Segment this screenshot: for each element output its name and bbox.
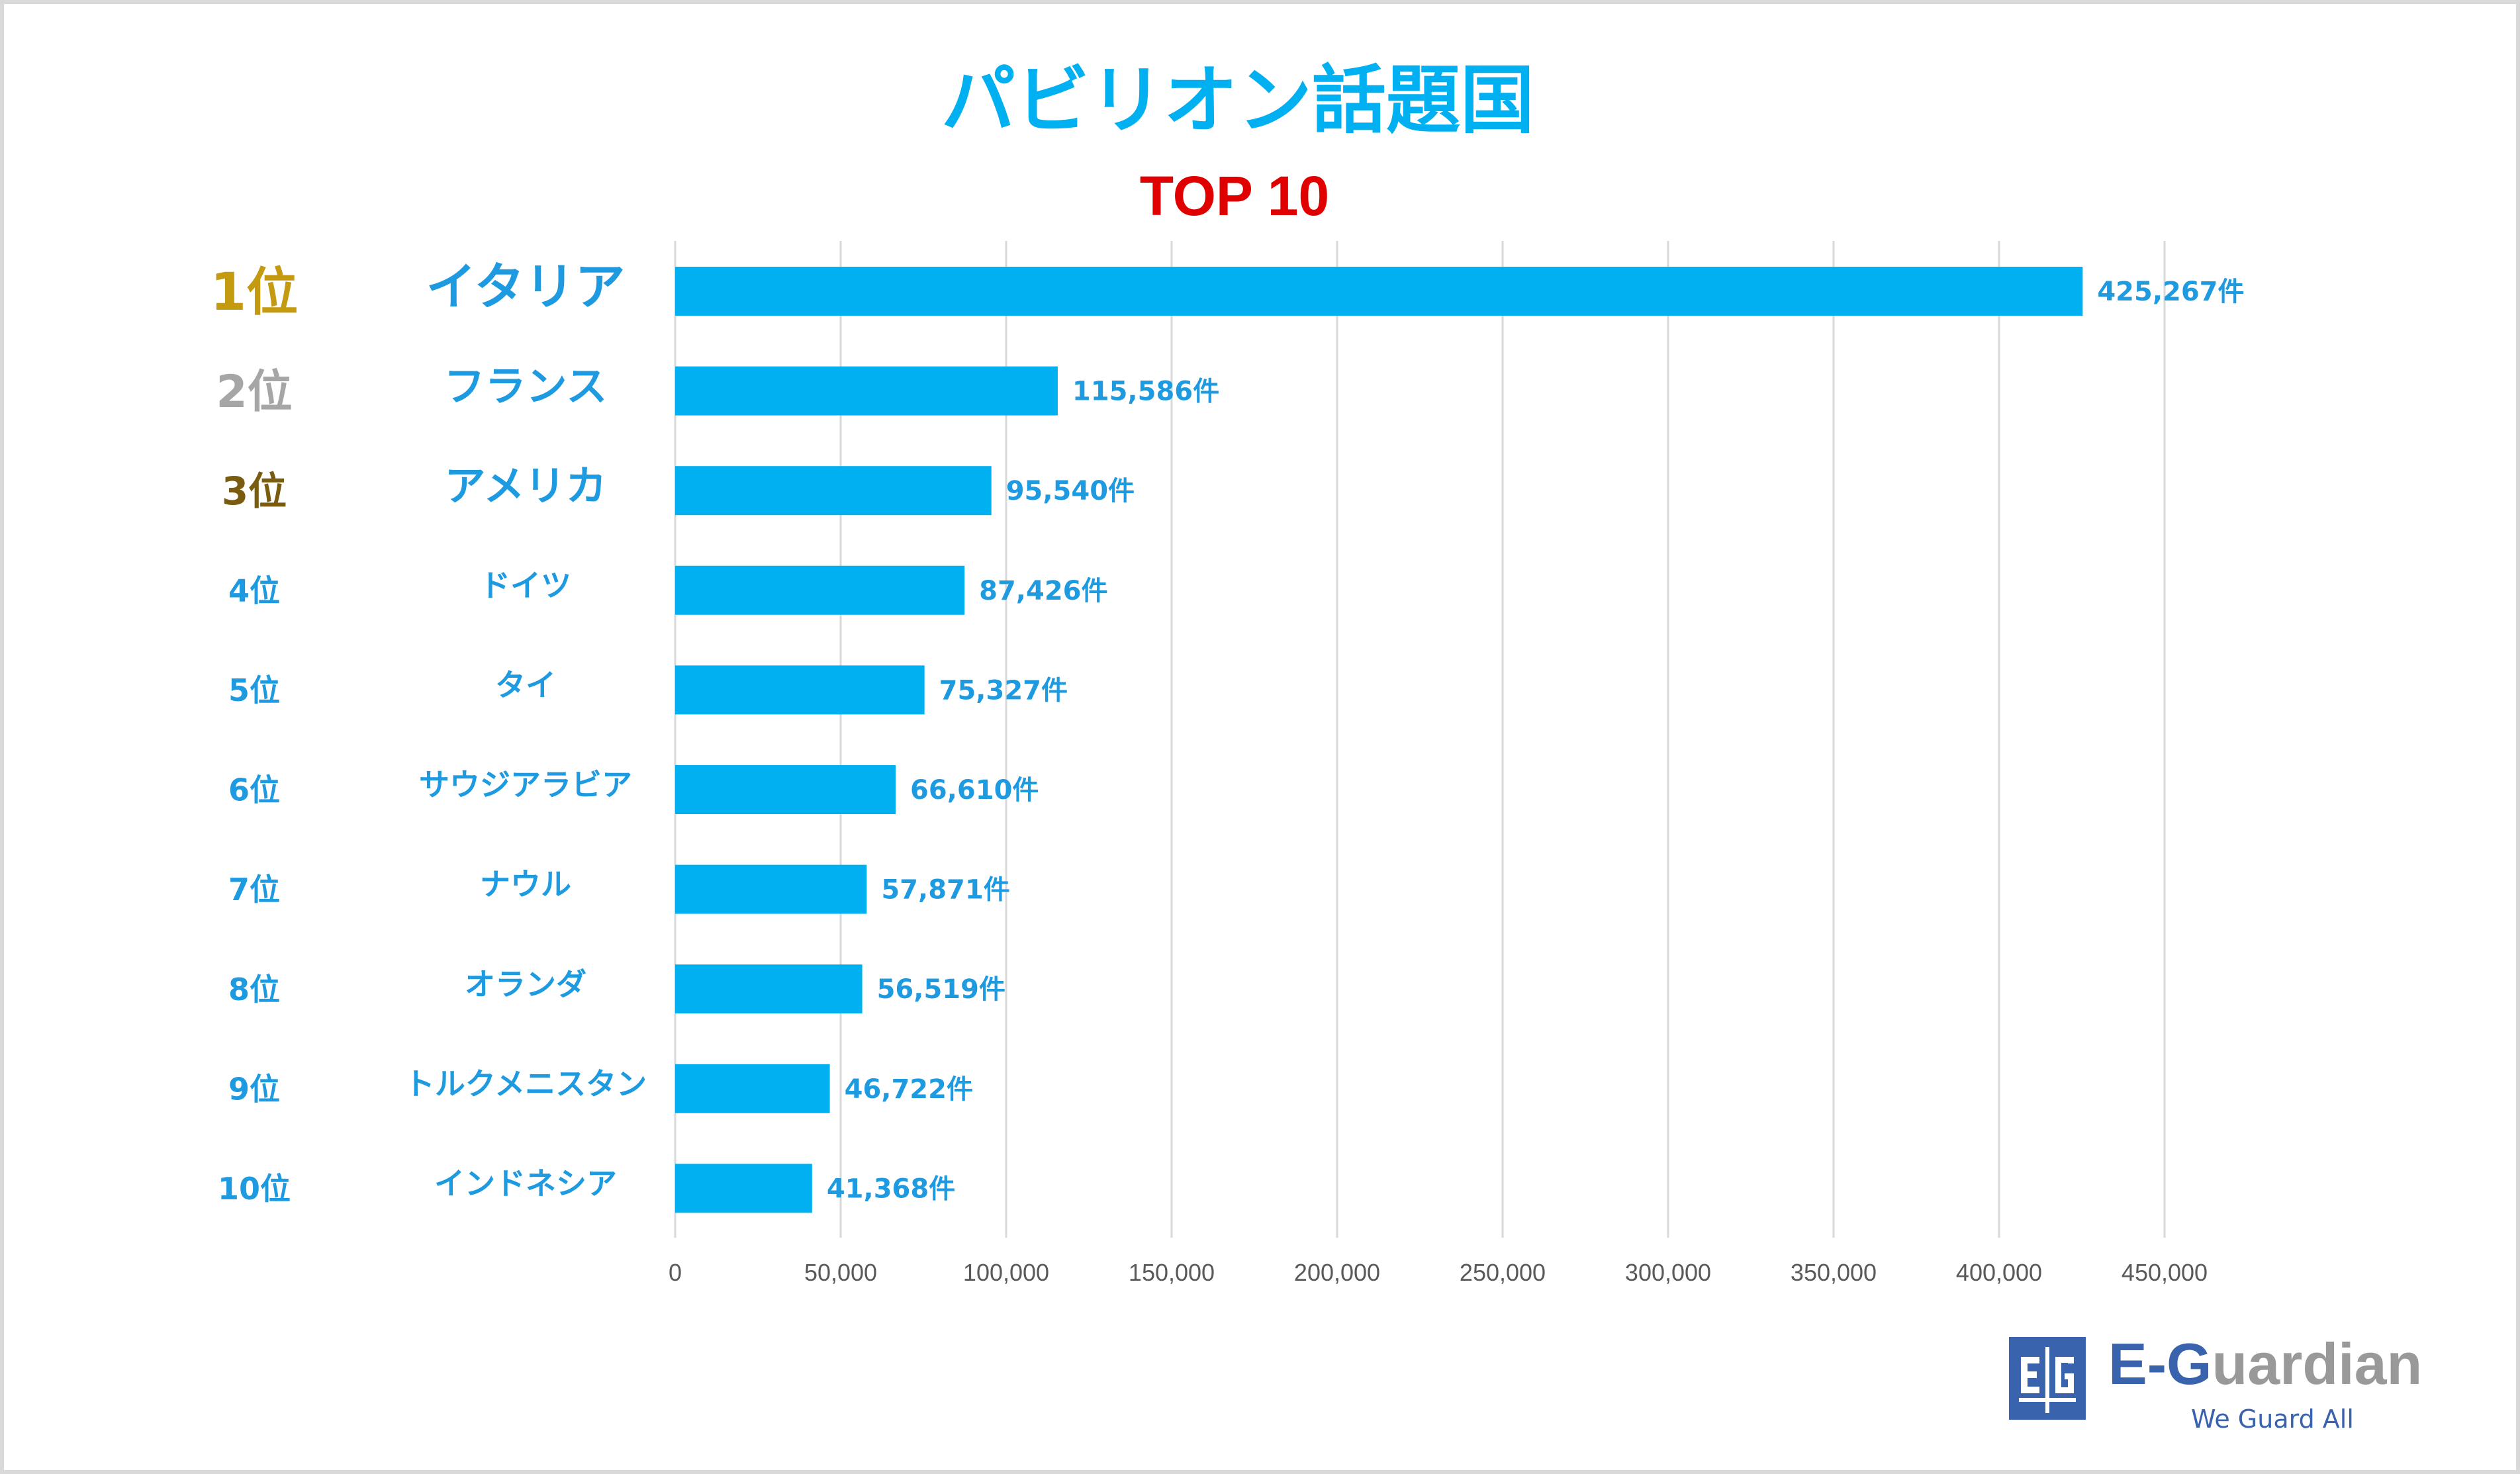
bar	[675, 665, 925, 715]
bar	[675, 1064, 830, 1113]
category-label: イタリア	[426, 257, 626, 316]
rank-label: 10位	[218, 1171, 291, 1207]
rank-label: 5位	[228, 672, 280, 708]
category-label: ナウル	[480, 866, 571, 902]
rank-label: 3位	[222, 469, 287, 514]
x-tick-label: 450,000	[2122, 1259, 2208, 1286]
data-label: 75,327件	[939, 675, 1068, 706]
category-label: ドイツ	[480, 567, 571, 603]
logo-mark-glyph	[2019, 1347, 2076, 1413]
x-tick-label: 0	[669, 1259, 682, 1286]
data-label: 95,540件	[1006, 476, 1135, 506]
chart-subtitle: TOP 10	[1140, 165, 1329, 227]
rank-label: 6位	[228, 772, 280, 808]
bar	[675, 1164, 812, 1213]
category-label: オランダ	[465, 966, 586, 1002]
logo-mark	[2009, 1337, 2086, 1420]
rank-label: 8位	[228, 972, 280, 1007]
rank-label: 7位	[228, 872, 280, 907]
bar	[675, 864, 867, 914]
data-label: 66,610件	[910, 775, 1039, 806]
rank-label: 9位	[228, 1071, 280, 1107]
category-label: インドネシア	[434, 1166, 617, 1201]
data-label: 87,426件	[979, 576, 1107, 606]
bar	[675, 466, 992, 516]
bar	[675, 565, 965, 615]
rank-label: 1位	[210, 263, 298, 322]
data-label: 115,586件	[1072, 377, 1219, 407]
category-label: タイ	[495, 667, 556, 703]
logo-tagline: We Guard All	[2191, 1405, 2354, 1434]
data-label: 56,519件	[877, 974, 1005, 1005]
x-tick-label: 50,000	[804, 1259, 877, 1286]
bar	[675, 765, 896, 814]
x-tick-label: 350,000	[1791, 1259, 1877, 1286]
rank-label: 4位	[228, 573, 280, 608]
x-tick-label: 200,000	[1294, 1259, 1380, 1286]
category-label: サウジアラビア	[419, 767, 632, 803]
x-tick-label: 100,000	[963, 1259, 1049, 1286]
data-label: 46,722件	[845, 1074, 973, 1105]
chart-title: パビリオン話題国	[941, 58, 1534, 144]
e-guardian-logo: E-Guardian We Guard All	[2009, 1330, 2433, 1443]
x-tick-label: 300,000	[1625, 1259, 1711, 1286]
bar	[675, 267, 2083, 316]
data-label: 425,267件	[2097, 277, 2244, 307]
bar	[675, 964, 863, 1014]
bar	[675, 366, 1058, 416]
logo-wordmark: E-Guardian	[2108, 1331, 2423, 1397]
x-tick-label: 150,000	[1129, 1259, 1215, 1286]
category-label: アメリカ	[445, 462, 607, 510]
rank-label: 2位	[216, 366, 292, 418]
data-label: 41,368件	[827, 1174, 955, 1204]
category-label: トルクメニスタン	[404, 1066, 647, 1101]
x-tick-label: 250,000	[1460, 1259, 1546, 1286]
x-tick-label: 400,000	[1956, 1259, 2042, 1286]
category-label: フランス	[444, 362, 608, 410]
data-label: 57,871件	[881, 875, 1009, 905]
